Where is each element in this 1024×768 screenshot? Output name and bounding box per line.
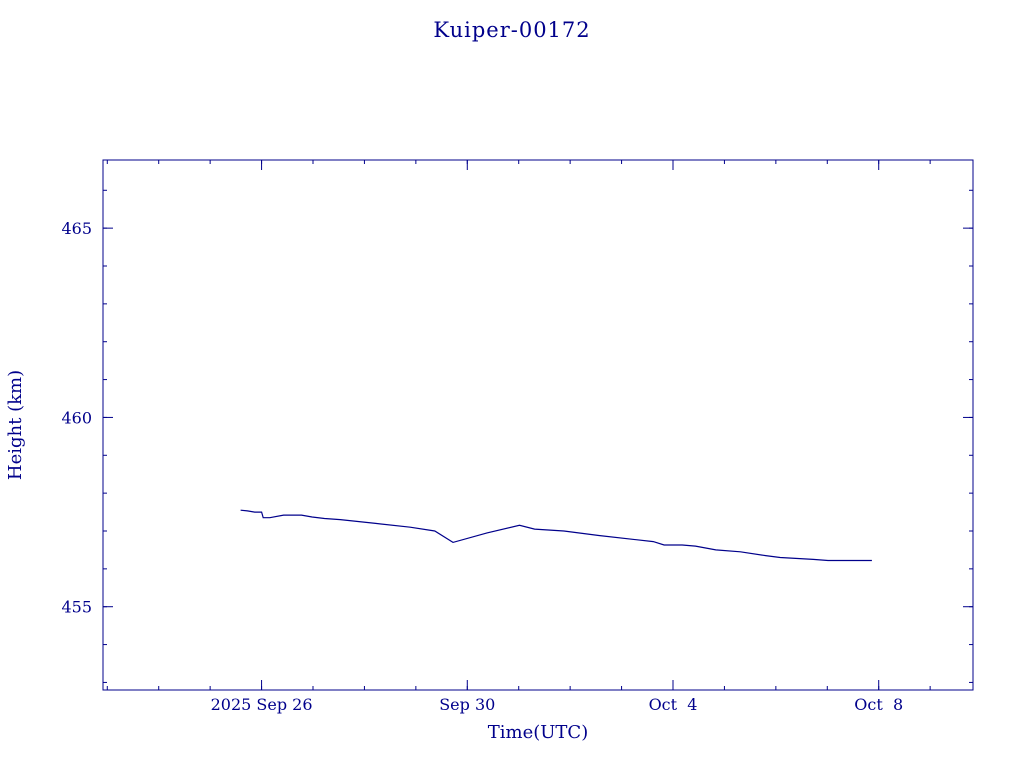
- x-tick-label: 2025 Sep 26: [211, 695, 313, 714]
- chart-title: Kuiper-00172: [433, 18, 590, 42]
- y-tick-label: 455: [61, 598, 92, 617]
- x-tick-label: Oct 8: [854, 695, 903, 714]
- axis-ticks: [103, 160, 973, 690]
- x-tick-label: Oct 4: [649, 695, 698, 714]
- axis-tick-labels: 2025 Sep 26 Sep 30 Oct 4 Oct 8 455 460 465: [61, 219, 903, 714]
- x-axis-label: Time(UTC): [488, 722, 588, 743]
- x-tick-label: Sep 30: [439, 695, 495, 714]
- y-axis-label: Height (km): [5, 370, 26, 480]
- plot-frame: [102, 159, 974, 691]
- y-tick-label: 460: [61, 408, 92, 427]
- y-tick-label: 465: [61, 219, 92, 238]
- height-series-line: [240, 509, 872, 562]
